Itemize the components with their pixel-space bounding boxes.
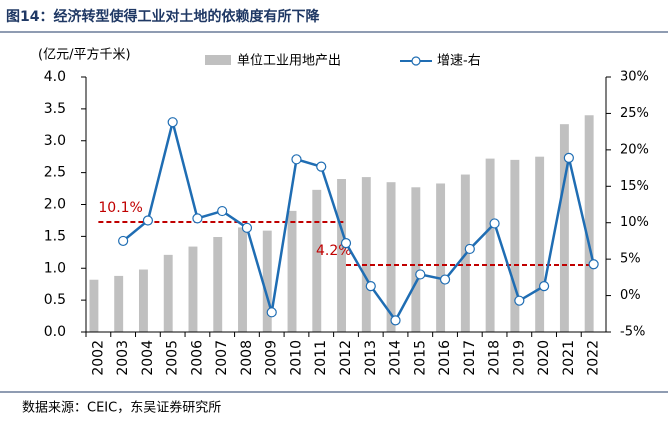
- bar: [510, 159, 520, 332]
- x-tick-label: 2013: [363, 340, 379, 376]
- x-tick-label: 2003: [115, 340, 131, 376]
- bar: [262, 230, 272, 332]
- bar: [337, 179, 346, 332]
- y2-tick-label: 15%: [620, 179, 649, 194]
- reference-label: 10.1%: [98, 200, 142, 216]
- chart-title: 图14：经济转型使得工业对土地的依赖度有所下降: [6, 8, 320, 25]
- line-point: [118, 235, 129, 247]
- x-tick-label: 2017: [462, 340, 478, 376]
- line-point: [167, 117, 178, 128]
- y2-tick-label: 0%: [620, 288, 641, 303]
- x-tick-label: 2005: [165, 340, 181, 376]
- line-point: [142, 215, 154, 226]
- y-axis-label: (亿元/平方千米): [38, 47, 131, 63]
- y-tick-label: 4.0: [44, 69, 66, 85]
- bar: [188, 246, 198, 332]
- bar: [386, 182, 396, 332]
- legend-label: 增速-右: [437, 54, 481, 69]
- y2-tick-label: 20%: [620, 142, 649, 157]
- y-tick-label: 2.5: [44, 165, 66, 181]
- y-tick-label: 0.5: [44, 292, 66, 308]
- x-tick-label: 2014: [388, 340, 404, 376]
- line-point: [291, 154, 302, 165]
- line-point: [588, 259, 599, 270]
- x-tick-label: 2008: [239, 340, 255, 376]
- bar: [213, 237, 223, 332]
- line-point: [340, 238, 352, 249]
- y-tick-label: 1.0: [44, 260, 66, 276]
- y-tick-label: 2.0: [44, 197, 66, 213]
- bar: [559, 124, 569, 332]
- y2-tick-label: 30%: [620, 70, 649, 85]
- line-point: [192, 213, 203, 224]
- x-tick-label: 2022: [586, 340, 602, 376]
- bar: [138, 269, 148, 332]
- legend-label: 单位工业用地产出: [237, 54, 341, 69]
- line-point: [241, 222, 253, 233]
- x-tick-label: 2018: [487, 340, 503, 376]
- bar: [89, 279, 99, 332]
- y2-tick-label: 25%: [620, 106, 649, 121]
- line-point: [415, 269, 426, 280]
- y-tick-label: 1.5: [44, 228, 66, 244]
- line-point: [390, 315, 401, 326]
- line-point: [365, 281, 376, 292]
- x-tick-label: 2004: [140, 340, 156, 376]
- y-tick-label: 0.0: [44, 324, 66, 340]
- x-tick-label: 2009: [264, 340, 280, 376]
- x-tick-label: 2002: [90, 340, 106, 376]
- line-point: [514, 295, 525, 306]
- x-tick-label: 2020: [536, 340, 552, 376]
- bar: [114, 275, 124, 332]
- line-point: [563, 152, 574, 163]
- x-tick-label: 2016: [437, 340, 453, 376]
- legend-swatch: [411, 56, 421, 66]
- y-tick-label: 3.0: [44, 133, 66, 149]
- x-tick-label: 2012: [338, 340, 354, 376]
- legend-swatch: [205, 55, 231, 65]
- line-point: [464, 243, 475, 255]
- y2-tick-label: 10%: [620, 215, 649, 230]
- x-tick-label: 2007: [214, 340, 230, 376]
- line-point: [439, 274, 451, 285]
- x-tick-label: 2010: [288, 340, 304, 376]
- x-tick-label: 2019: [511, 340, 527, 376]
- line-point: [316, 161, 327, 172]
- x-tick-label: 2011: [313, 340, 329, 376]
- source: 数据来源：CEIC，东吴证券研究所: [22, 400, 221, 416]
- line-point: [266, 307, 277, 318]
- y-tick-label: 3.5: [44, 101, 66, 117]
- bar: [411, 187, 421, 332]
- line-point: [217, 205, 228, 217]
- x-tick-label: 2021: [561, 340, 577, 376]
- bar: [238, 227, 247, 332]
- bar: [163, 254, 173, 332]
- y2-tick-label: 5%: [620, 252, 641, 267]
- bar: [436, 183, 446, 332]
- bar: [535, 156, 545, 332]
- bar: [584, 115, 594, 332]
- x-tick-label: 2006: [189, 340, 205, 376]
- bar: [485, 158, 495, 332]
- bar: [361, 177, 371, 332]
- line-point: [489, 218, 500, 229]
- bar: [287, 210, 297, 332]
- y2-tick-label: -5%: [620, 325, 645, 340]
- line-point: [538, 281, 550, 292]
- x-tick-label: 2015: [412, 340, 428, 376]
- bar: [312, 189, 322, 332]
